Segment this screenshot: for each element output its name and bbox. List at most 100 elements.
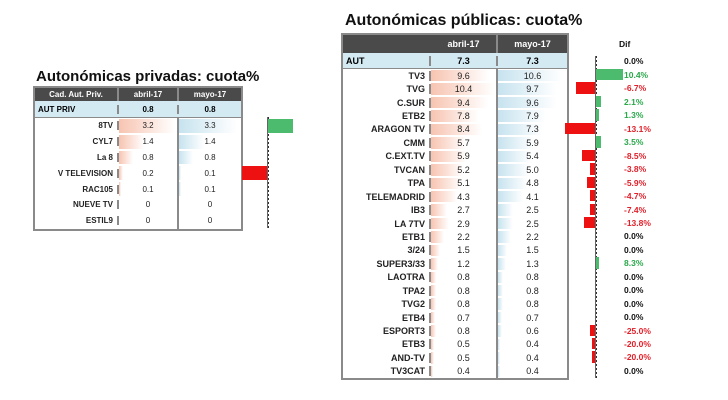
mayo-value: 0 xyxy=(207,216,213,226)
table-header: abril-17 mayo-17 xyxy=(343,35,567,53)
abril-value: 1.5 xyxy=(457,245,470,256)
mayo-cell: 2.5 xyxy=(498,217,567,230)
table-row: IB3 2.7 2.5 xyxy=(343,203,567,217)
abril-cell: 2.7 xyxy=(431,203,498,217)
channel-name: ETB2 xyxy=(343,111,431,122)
mayo-value: 4.8 xyxy=(526,178,539,189)
mayo-data-bar xyxy=(498,177,528,189)
abril-value: 8.4 xyxy=(457,124,470,135)
mayo-value: 0 xyxy=(207,200,213,210)
channel-name: C.SUR xyxy=(343,97,431,108)
dif-value: 8.3% xyxy=(624,258,644,269)
channel-name: AND-TV xyxy=(343,352,431,363)
mayo-value: 1.5 xyxy=(526,245,539,256)
abril-value: 5.1 xyxy=(457,178,470,189)
mayo-data-bar xyxy=(498,352,501,364)
negative-dif-bar xyxy=(589,324,595,336)
mayo-data-bar xyxy=(498,271,503,283)
mayo-data-bar xyxy=(498,231,512,243)
mayo-cell: 10.6 xyxy=(498,69,567,82)
mayo-cell: 2.2 xyxy=(498,230,567,243)
abril-data-bar xyxy=(431,271,436,283)
mayo-value: 0.4 xyxy=(526,339,539,350)
abril-data-bar xyxy=(431,231,445,243)
channel-name: TPA2 xyxy=(343,285,431,296)
mayo-value: 0.4 xyxy=(526,352,539,363)
mayo-data-bar xyxy=(498,217,514,230)
abril-cell: 0.8 xyxy=(431,297,498,311)
abril-cell: 1.5 xyxy=(431,243,498,258)
publicas-title: Autonómicas públicas: cuota% xyxy=(345,12,583,29)
abril-value: 3.2 xyxy=(142,121,154,131)
abril-data-bar xyxy=(431,258,439,270)
abril-value: 0 xyxy=(145,200,151,210)
abril-cell: 0.5 xyxy=(431,337,498,352)
table-row: SUPER3/33 1.2 1.3 xyxy=(343,257,567,271)
mayo-data-bar xyxy=(498,311,503,324)
table-row: 8TV 3.2 3.3 xyxy=(35,118,241,134)
table-row: V TELEVISION 0.2 0.1 xyxy=(35,165,241,182)
channel-name: TPA xyxy=(343,178,431,189)
mayo-data-bar xyxy=(179,119,237,133)
abril-data-bar xyxy=(431,110,479,122)
abril-value: 10.4 xyxy=(454,84,473,95)
abril-cell: 0.8 xyxy=(431,324,498,338)
abril-data-bar xyxy=(431,83,494,95)
abril-data-bar xyxy=(431,164,463,176)
channel-name: ESTIL9 xyxy=(35,216,119,226)
abril-data-bar xyxy=(431,204,448,216)
mayo-value: 7.3 xyxy=(526,124,539,135)
table-row: ESPORT3 0.8 0.6 xyxy=(343,324,567,338)
abril-data-bar xyxy=(431,352,435,364)
abril-value: 0.8 xyxy=(457,272,470,283)
table-row: ETB4 0.7 0.7 xyxy=(343,310,567,325)
table-row: C.EXT.TV 5.9 5.4 xyxy=(343,149,567,164)
abril-cell: 0 xyxy=(119,196,179,213)
mayo-data-bar xyxy=(179,134,204,149)
table-row: TPA 5.1 4.8 xyxy=(343,176,567,190)
abril-value: 0 xyxy=(145,216,151,226)
mayo-cell: 0.8 xyxy=(498,271,567,284)
mayo-data-bar xyxy=(498,285,503,297)
mayo-cell: 0 xyxy=(179,213,241,229)
negative-dif-bar xyxy=(576,82,595,94)
abril-data-bar xyxy=(431,325,436,337)
channel-name: IB3 xyxy=(343,205,431,216)
abril-cell: 8.4 xyxy=(431,122,498,137)
abril-data-bar xyxy=(119,182,121,196)
publicas-table: abril-17 mayo-17 AUT 7.3 7.3 TV3 9.6 10.6 TVG 10.… xyxy=(341,33,569,381)
negative-dif-bar xyxy=(584,216,595,229)
negative-dif-bar xyxy=(565,122,595,135)
abril-cell: 5.7 xyxy=(431,136,498,150)
negative-dif-bar xyxy=(589,163,595,175)
abril-value: 2.7 xyxy=(457,205,470,216)
total-dif-value: 0.0% xyxy=(624,56,644,66)
mayo-cell: 0.6 xyxy=(498,324,567,337)
dif-value: -13.8% xyxy=(624,217,651,228)
negative-dif-bar xyxy=(586,176,595,189)
abril-value: 7.8 xyxy=(457,111,470,122)
mayo-value: 2.5 xyxy=(526,218,539,229)
mayo-cell: 5.9 xyxy=(498,136,567,149)
channel-name: 3/24 xyxy=(343,245,431,256)
mayo-data-bar xyxy=(498,70,563,82)
mayo-cell: 4.1 xyxy=(498,190,567,203)
dif-header: Dif xyxy=(619,39,631,49)
channel-name: TVG2 xyxy=(343,299,431,310)
mayo-value: 5.4 xyxy=(526,151,539,162)
mayo-cell: 0.4 xyxy=(498,338,567,351)
privadas-table: Cad. Aut. Priv. abril-17 mayo-17 AUT PRIV 0.… xyxy=(33,86,243,231)
mayo-value: 10.6 xyxy=(523,70,542,81)
mayo-cell: 0.7 xyxy=(498,311,567,324)
abril-data-bar xyxy=(119,166,123,181)
abril-value: 5.2 xyxy=(457,164,470,175)
mayo-value: 1.4 xyxy=(204,137,216,147)
abril-data-bar xyxy=(431,96,488,109)
abril-data-bar xyxy=(431,338,435,351)
mayo-data-bar xyxy=(179,182,181,196)
table-row: TVCAN 5.2 5.0 xyxy=(343,163,567,177)
mayo-value: 5.9 xyxy=(526,137,539,148)
mayo-data-bar xyxy=(498,123,543,136)
negative-dif-bar xyxy=(592,351,595,363)
abril-cell: 5.9 xyxy=(431,149,498,164)
